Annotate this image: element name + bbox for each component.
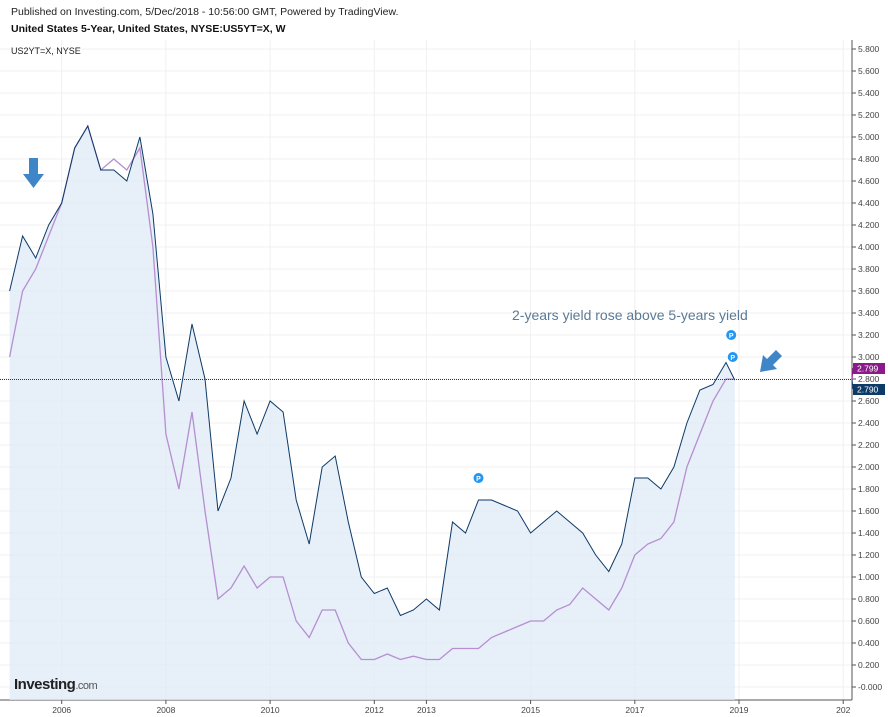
x-tick-label: 2012 (365, 705, 384, 715)
y-tick-label: 5.800 (858, 44, 880, 54)
last-value-label: 2.799 (857, 364, 879, 374)
legend-us2yt: US2YT=X, NYSE (11, 46, 81, 56)
last-value-connector (851, 367, 854, 380)
y-tick-label: 2.400 (858, 418, 880, 428)
y-tick-label: -0.000 (858, 682, 882, 692)
series-line-2y (8, 124, 735, 661)
y-tick-label: 4.600 (858, 176, 880, 186)
x-tick-label: 2019 (730, 705, 749, 715)
event-marker (726, 330, 737, 340)
y-tick-label: 4.000 (858, 242, 880, 252)
event-marker (473, 473, 484, 483)
last-value-badge (853, 384, 885, 395)
y-tick-label: 2.800 (858, 374, 880, 384)
y-tick-label: 2.600 (858, 396, 880, 406)
y-tick-label: 5.600 (858, 66, 880, 76)
logo-suffix: .com (75, 680, 98, 692)
chart-title: United States 5-Year, United States, NYS… (11, 23, 286, 35)
event-marker (727, 352, 738, 362)
y-tick-label: 0.200 (858, 660, 880, 670)
event-marker-label: P (729, 333, 734, 340)
event-marker-label: P (730, 355, 735, 362)
y-tick-label: 1.400 (858, 528, 880, 538)
y-tick-label: 3.200 (858, 330, 880, 340)
x-tick-label: 202 (836, 705, 850, 715)
x-tick-label: 2010 (261, 705, 280, 715)
published-note: Published on Investing.com, 5/Dec/2018 -… (11, 6, 399, 18)
annotation-text: 2-years yield rose above 5-years yield (512, 307, 748, 323)
area-fill-5y (9, 126, 735, 700)
logo-name: Investing (14, 676, 76, 693)
y-tick-label: 0.800 (858, 594, 880, 604)
y-tick-label: 0.600 (858, 616, 880, 626)
y-tick-label: 1.000 (858, 572, 880, 582)
investing-logo: Investing.com (14, 676, 98, 693)
x-tick-label: 2015 (521, 705, 540, 715)
y-tick-label: 4.800 (858, 154, 880, 164)
y-tick-label: 0.400 (858, 638, 880, 648)
last-value-label: 2.790 (857, 385, 879, 395)
y-tick-label: 2.000 (858, 462, 880, 472)
y-tick-label: 3.000 (858, 352, 880, 362)
y-tick-label: 5.400 (858, 88, 880, 98)
y-tick-label: 3.800 (858, 264, 880, 274)
x-tick-label: 2008 (156, 705, 175, 715)
series-line-5y (9, 124, 736, 617)
last-value-badge (853, 363, 885, 374)
y-tick-label: 5.200 (858, 110, 880, 120)
y-tick-label: 4.200 (858, 220, 880, 230)
x-tick-label: 2006 (52, 705, 71, 715)
y-tick-label: 4.400 (858, 198, 880, 208)
arrow-down-left-icon (760, 350, 782, 372)
event-marker-label: P (476, 476, 481, 483)
y-tick-label: 1.200 (858, 550, 880, 560)
arrow-down-icon (23, 158, 44, 188)
y-tick-label: 1.800 (858, 484, 880, 494)
y-tick-label: 2.200 (858, 440, 880, 450)
y-tick-label: 3.600 (858, 286, 880, 296)
x-tick-label: 2017 (625, 705, 644, 715)
y-tick-label: 3.400 (858, 308, 880, 318)
y-tick-label: 5.000 (858, 132, 880, 142)
last-value-connector (851, 379, 854, 390)
x-tick-label: 2013 (417, 705, 436, 715)
y-tick-label: 1.600 (858, 506, 880, 516)
